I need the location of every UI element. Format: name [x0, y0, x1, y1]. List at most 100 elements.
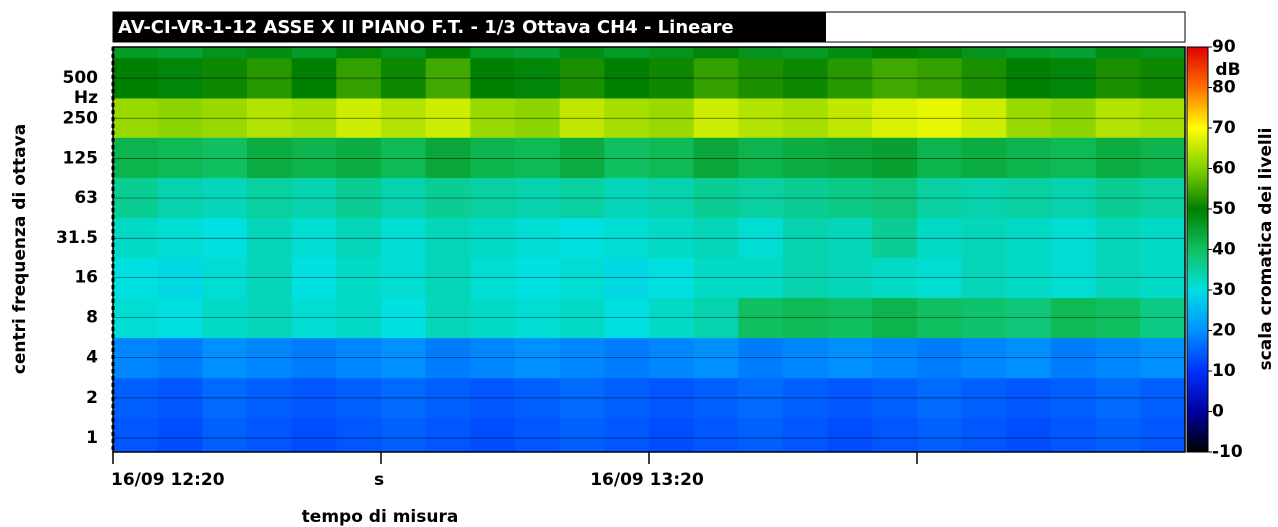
- y-tick-label: 4: [86, 348, 98, 368]
- heatmap-cell: [738, 217, 784, 258]
- heatmap-cell: [381, 418, 427, 453]
- heatmap-cell: [559, 418, 605, 453]
- heatmap-cell: [1006, 418, 1052, 453]
- colorbar-tick-label: 0: [1212, 402, 1224, 422]
- heatmap-cell: [1140, 97, 1186, 138]
- heatmap-cell: [559, 97, 605, 138]
- heatmap-cell: [113, 97, 159, 138]
- heatmap-cell: [113, 137, 159, 178]
- heatmap-cell: [1051, 47, 1097, 59]
- heatmap-cell: [515, 97, 561, 138]
- heatmap-cell: [917, 418, 963, 453]
- heatmap-cell: [693, 137, 739, 178]
- heatmap-cell: [336, 97, 382, 138]
- heatmap-cell: [1140, 47, 1186, 59]
- heatmap-cell: [559, 137, 605, 178]
- heatmap-cell: [604, 418, 650, 453]
- heatmap-cell: [291, 217, 337, 258]
- heatmap-cell: [1140, 217, 1186, 258]
- heatmap-cell: [649, 97, 695, 138]
- heatmap-cell: [202, 97, 248, 138]
- heatmap-cell: [1095, 137, 1141, 178]
- heatmap-cell: [827, 47, 873, 59]
- heatmap-cell: [559, 217, 605, 258]
- heatmap-cell: [202, 217, 248, 258]
- heatmap-cell: [649, 47, 695, 59]
- heatmap-cell: [693, 47, 739, 59]
- colorbar-tick-label: 10: [1212, 361, 1236, 381]
- heatmap-cell: [425, 47, 471, 59]
- heatmap-cell: [917, 217, 963, 258]
- heatmap-cell: [961, 97, 1007, 138]
- heatmap-cell: [291, 137, 337, 178]
- heatmap-cell: [961, 137, 1007, 178]
- heatmap-cell: [1051, 97, 1097, 138]
- heatmap-cell: [157, 47, 203, 59]
- colorbar-label: scala cromatica dei livelli: [1256, 128, 1276, 371]
- heatmap-cell: [1051, 137, 1097, 178]
- heatmap-cell: [247, 217, 293, 258]
- heatmap-cell: [381, 137, 427, 178]
- colorbar-tick-label: 30: [1212, 280, 1236, 300]
- heatmap-cell: [783, 47, 829, 59]
- heatmap-cell: [604, 137, 650, 178]
- colorbar-tick-label: 90: [1212, 37, 1236, 57]
- heatmap-cell: [1051, 418, 1097, 453]
- heatmap-cell: [917, 137, 963, 178]
- heatmap-cell: [470, 137, 516, 178]
- x-tick-label: 16/09 13:20: [590, 470, 704, 490]
- heatmap-cell: [1006, 137, 1052, 178]
- heatmap-cell: [693, 97, 739, 138]
- heatmap-cell: [157, 418, 203, 453]
- heatmap-cell: [738, 137, 784, 178]
- colorbar-tick-label: 60: [1212, 159, 1236, 179]
- y-tick-label: 250: [63, 108, 99, 128]
- x-tick-label: 16/09 12:20: [111, 470, 225, 490]
- heatmap-cell: [515, 217, 561, 258]
- heatmap-cell: [157, 137, 203, 178]
- heatmap-cell: [291, 47, 337, 59]
- heatmap-cell: [336, 137, 382, 178]
- y-tick-label: 63: [74, 188, 98, 208]
- colorbar-tick-label: -10: [1212, 442, 1243, 462]
- heatmap-cell: [515, 47, 561, 59]
- heatmap-cell: [783, 137, 829, 178]
- colorbar-tick-label: 40: [1212, 240, 1236, 260]
- heatmap-cell: [872, 217, 918, 258]
- heatmap-cell: [872, 418, 918, 453]
- heatmap-cell: [425, 217, 471, 258]
- heatmap-cell: [202, 47, 248, 59]
- heatmap-cell: [827, 137, 873, 178]
- heatmap-cell: [961, 47, 1007, 59]
- heatmap-cell: [1051, 217, 1097, 258]
- heatmap: [113, 47, 1186, 453]
- y-axis-label: centri frequenza di ottava: [10, 124, 30, 374]
- heatmap-cell: [1006, 97, 1052, 138]
- heatmap-cell: [247, 47, 293, 59]
- heatmap-cell: [336, 217, 382, 258]
- heatmap-cell: [961, 217, 1007, 258]
- heatmap-cell: [783, 418, 829, 453]
- heatmap-cell: [381, 217, 427, 258]
- heatmap-cell: [649, 418, 695, 453]
- y-tick-label: 500: [63, 68, 99, 88]
- heatmap-cell: [1095, 418, 1141, 453]
- colorbar-unit: dB: [1215, 60, 1240, 80]
- heatmap-cell: [336, 418, 382, 453]
- heatmap-cell: [247, 137, 293, 178]
- heatmap-cell: [113, 47, 159, 59]
- heatmap-cell: [917, 47, 963, 59]
- y-tick-label: 125: [63, 148, 99, 168]
- heatmap-cell: [157, 97, 203, 138]
- heatmap-cell: [202, 418, 248, 453]
- heatmap-cell: [1095, 217, 1141, 258]
- colorbar-tick-label: 50: [1212, 199, 1236, 219]
- heatmap-cell: [872, 137, 918, 178]
- heatmap-cell: [470, 418, 516, 453]
- chart-title: AV-CI-VR-1-12 ASSE X II PIANO F.T. - 1/3…: [118, 17, 734, 38]
- heatmap-cell: [693, 418, 739, 453]
- heatmap-cell: [202, 137, 248, 178]
- heatmap-cell: [604, 217, 650, 258]
- heatmap-cell: [827, 97, 873, 138]
- y-tick-label: 8: [86, 308, 98, 328]
